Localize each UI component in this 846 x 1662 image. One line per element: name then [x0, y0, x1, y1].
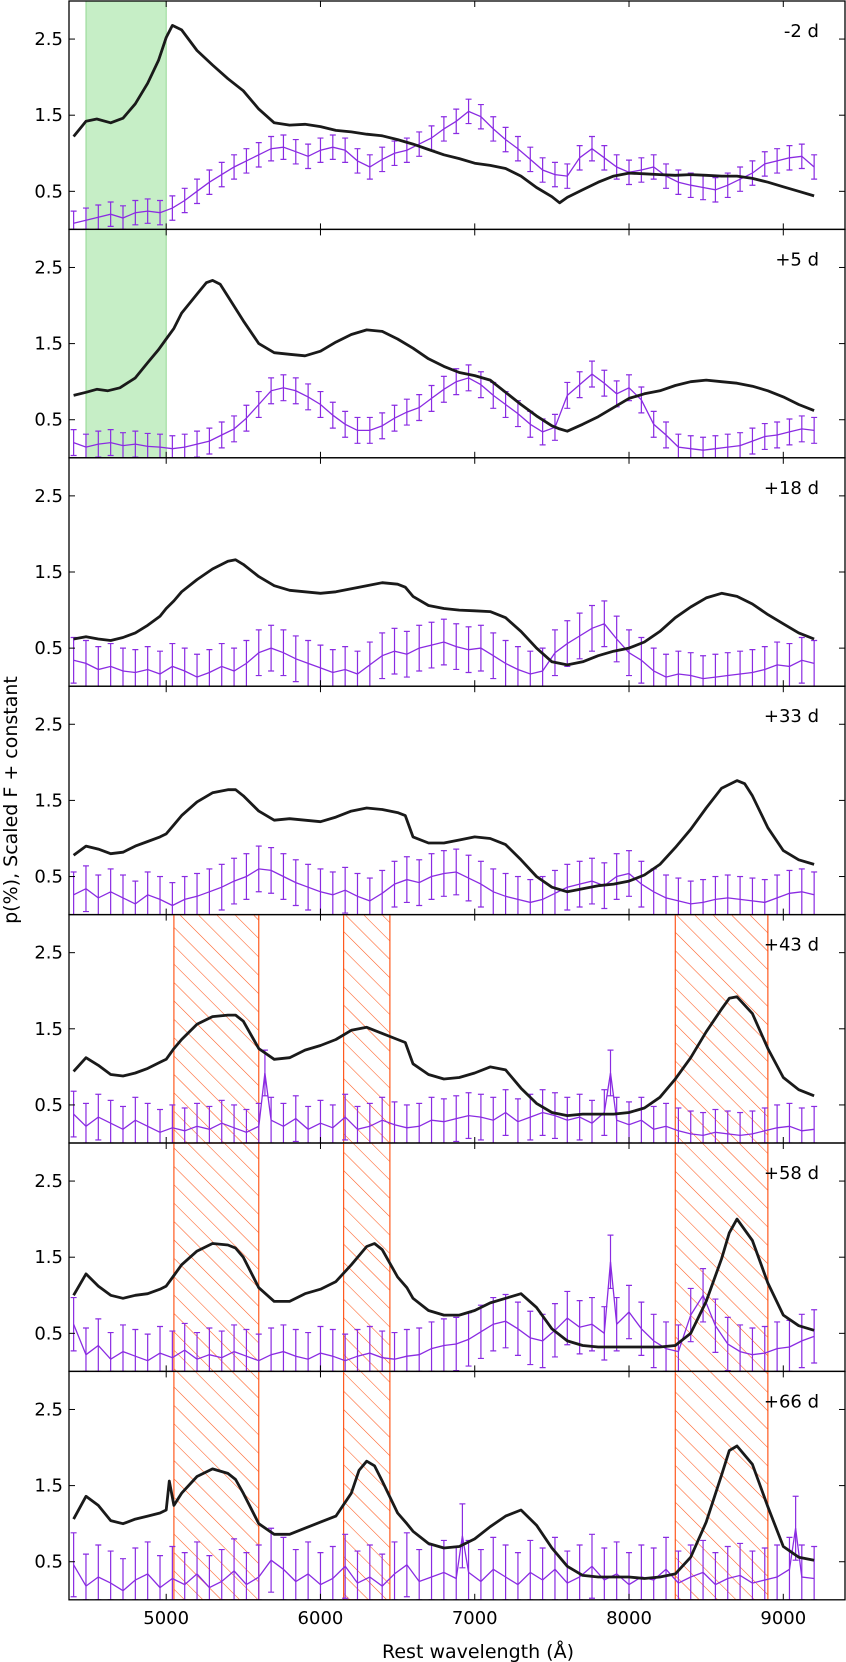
y-tick-label: 2.5 [34, 1399, 63, 1420]
polarization-errorbars [70, 360, 818, 458]
polarization-line [73, 1072, 815, 1137]
hatched-region-2 [343, 1143, 391, 1372]
y-tick-label: 0.5 [34, 1323, 63, 1344]
polarization-line [73, 1528, 815, 1592]
y-tick-label: 2.5 [34, 257, 63, 278]
flux-line [72, 23, 815, 205]
panels-group: 0.5 1.5 2.5 -2 d 0.5 1.5 2.5 +5 d 0.5 1.5 2.5 +18 d… [34, 0, 846, 1601]
x-axis-label: Rest wavelength (Å) [382, 1640, 574, 1662]
panel-6: 0.5 1.5 2.5 +58 d [34, 1142, 846, 1373]
y-tick-label: 1.5 [34, 790, 63, 811]
epoch-label: +66 d [764, 1391, 819, 1412]
polarization-errorbars [70, 98, 818, 230]
polarization-errorbars [70, 1495, 818, 1600]
green-band [85, 229, 167, 458]
panel-plot-area [70, 1371, 818, 1600]
polarization-line [73, 868, 815, 907]
y-tick-label: 2.5 [34, 714, 63, 735]
panel-plot-area [70, 914, 818, 1143]
hatched-region-1 [173, 914, 260, 1143]
y-tick-label: 0.5 [34, 1095, 63, 1116]
panel-plot-area [70, 558, 818, 687]
panel-2: 0.5 1.5 2.5 +5 d [34, 228, 846, 459]
y-tick-label: 2.5 [34, 943, 63, 964]
flux-line [73, 278, 815, 433]
polarization-line [73, 373, 815, 451]
panel-frame [68, 685, 846, 916]
y-tick-label: 1.5 [34, 334, 63, 355]
y-tick-label: 0.5 [34, 1552, 63, 1573]
polarization-line [73, 110, 815, 224]
panel-plot-area [70, 1, 818, 230]
flux-line [73, 558, 815, 667]
y-tick-label: 1.5 [34, 562, 63, 583]
panel-plot-area [70, 1143, 818, 1372]
y-tick-label: 1.5 [34, 1247, 63, 1268]
hatched-region-3 [674, 1371, 769, 1600]
polarization-errorbars [70, 845, 818, 915]
x-tick-label: 5000 [143, 1608, 189, 1629]
polarization-line [73, 623, 815, 680]
panel-3: 0.5 1.5 2.5 +18 d [34, 457, 846, 687]
x-axis-tick-labels: 5000 6000 7000 8000 9000 [143, 1608, 806, 1629]
panel-frame [68, 457, 846, 687]
y-tick-label: 2.5 [34, 1171, 63, 1192]
flux-line [72, 779, 815, 894]
y-tick-label: 1.5 [34, 105, 63, 126]
epoch-label: +58 d [764, 1163, 819, 1184]
y-tick-label: 0.5 [34, 410, 63, 431]
flux-line [72, 995, 815, 1117]
y-tick-label: 0.5 [34, 638, 63, 659]
epoch-label: +43 d [764, 935, 819, 956]
x-tick-label: 8000 [606, 1608, 652, 1629]
flux-line [72, 1444, 815, 1580]
epoch-label: -2 d [784, 21, 819, 42]
x-tick-label: 7000 [452, 1608, 498, 1629]
panel-7: 0.5 1.5 2.5 +66 d [34, 1370, 846, 1601]
y-tick-label: 1.5 [34, 1476, 63, 1497]
panel-plot-area [70, 779, 818, 915]
epoch-label: +18 d [764, 478, 819, 499]
y-tick-label: 0.5 [34, 181, 63, 202]
panel-4: 0.5 1.5 2.5 +33 d [34, 685, 846, 916]
epoch-label: +33 d [764, 706, 819, 727]
panel-5: 0.5 1.5 2.5 +43 d [34, 913, 846, 1144]
polarization-line [72, 1261, 815, 1362]
x-tick-label: 9000 [760, 1608, 806, 1629]
y-axis-label: p(%), Scaled F + constant [0, 676, 22, 924]
flux-line [72, 1217, 815, 1349]
y-tick-label: 0.5 [34, 867, 63, 888]
y-tick-label: 2.5 [34, 486, 63, 507]
polarization-errorbars [70, 600, 818, 687]
panel-1: 0.5 1.5 2.5 -2 d [34, 0, 846, 231]
hatched-region-3 [674, 914, 769, 1143]
panel-frame [68, 228, 846, 459]
epoch-label: +5 d [775, 249, 819, 270]
panel-plot-area [70, 229, 818, 458]
y-tick-label: 1.5 [34, 1019, 63, 1040]
y-tick-label: 2.5 [34, 29, 63, 50]
x-tick-label: 6000 [298, 1608, 344, 1629]
